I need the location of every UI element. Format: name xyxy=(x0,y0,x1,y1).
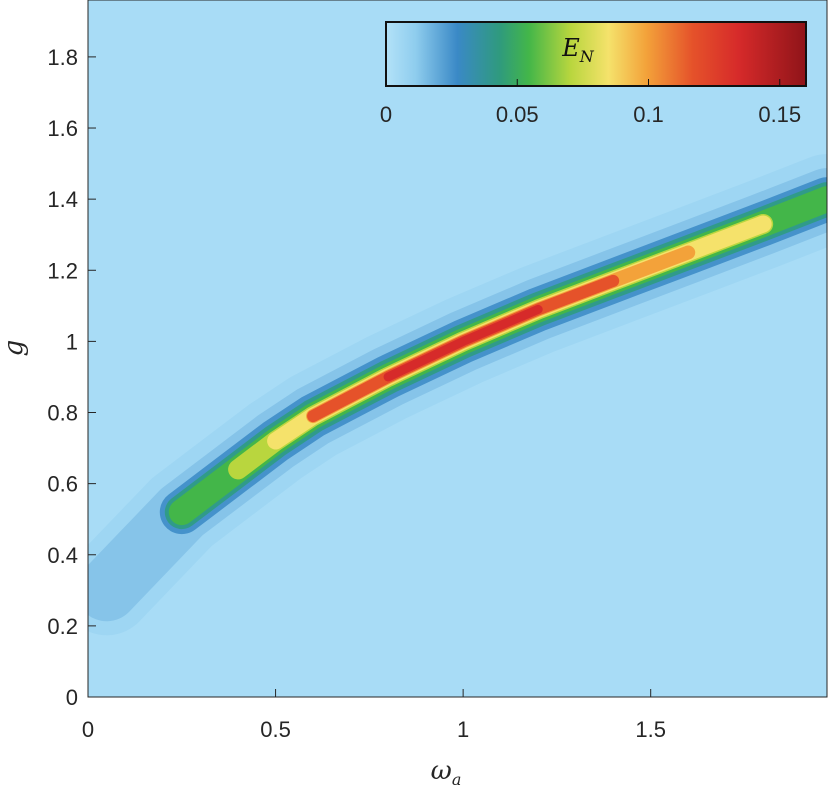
plot-area xyxy=(87,0,828,698)
colorbar-tick-label: 0 xyxy=(380,102,392,127)
y-axis-label: g xyxy=(0,340,29,357)
y-axis: 0 0.2 0.4 0.6 0.8 1 1.2 1.4 1.6 1.8 xyxy=(47,45,96,710)
y-tick-label: 1 xyxy=(66,329,78,354)
x-axis: 0 0.5 1 1.5 xyxy=(82,689,666,742)
x-tick-label: 0.5 xyxy=(260,717,291,742)
colorbar-tick-label: 0.1 xyxy=(633,102,664,127)
colorbar: EN 0 0.05 0.1 0.15 xyxy=(380,21,807,127)
y-tick-label: 0.4 xyxy=(47,543,78,568)
x-axis-label: ωa xyxy=(431,756,462,785)
plot-frame xyxy=(87,0,828,698)
colorbar-bar xyxy=(385,21,807,87)
x-tick-label: 0 xyxy=(82,717,94,742)
y-tick-label: 0.6 xyxy=(47,472,78,497)
heatmap-layer xyxy=(88,154,827,636)
y-tick-label: 0.2 xyxy=(47,614,78,639)
x-tick-label: 1 xyxy=(457,717,469,742)
x-tick-label: 1.5 xyxy=(635,717,666,742)
colorbar-tick-label: 0.15 xyxy=(758,102,801,127)
y-tick-label: 1.6 xyxy=(47,116,78,141)
y-tick-label: 0.8 xyxy=(47,401,78,426)
colorbar-ticks: 0 0.05 0.1 0.15 xyxy=(380,79,801,127)
y-tick-label: 1.2 xyxy=(47,258,78,283)
y-tick-label: 1.4 xyxy=(47,187,78,212)
colorbar-title: EN xyxy=(561,34,595,66)
colorbar-tick-label: 0.05 xyxy=(496,102,539,127)
y-tick-label: 1.8 xyxy=(47,45,78,70)
heatmap-contour-band-10 xyxy=(383,304,543,382)
y-tick-label: 0 xyxy=(66,685,78,710)
